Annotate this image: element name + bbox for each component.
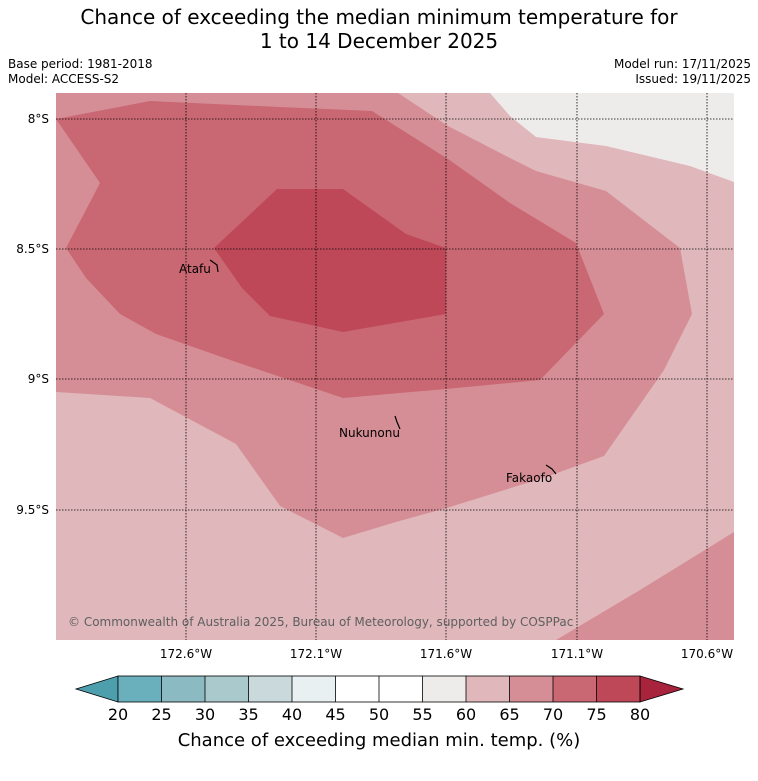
colorbar-bin-60-65 <box>466 676 510 702</box>
lon-label-1: 172.6°W <box>160 647 212 661</box>
colorbar-tick: 45 <box>325 705 345 724</box>
graticule <box>56 93 734 640</box>
colorbar-dividers <box>117 675 641 703</box>
nukunonu-island-outline <box>394 415 401 430</box>
lon-labels: 172.6°W 172.1°W 171.6°W 171.1°W 170.6°W <box>160 647 733 661</box>
colorbar-tick: 60 <box>456 705 476 724</box>
colorbar-bin-35-40 <box>248 676 292 702</box>
colorbar-bin-50-55 <box>379 676 423 702</box>
lon-label-5: 170.6°W <box>681 647 733 661</box>
colorbar-bin-75-80 <box>596 676 640 702</box>
colorbar-tick: 20 <box>108 705 128 724</box>
colorbar-tick: 55 <box>412 705 432 724</box>
contour-65-70-corner <box>556 532 734 640</box>
colorbar-bin-55-60 <box>422 676 466 702</box>
colorbar-bin-30-35 <box>205 676 249 702</box>
colorbar-bin-20-25 <box>118 676 162 702</box>
colorbar-tick: 65 <box>499 705 519 724</box>
lat-label-2: 8.5°S <box>16 242 49 256</box>
chart-title: Chance of exceeding the median minimum t… <box>0 5 758 53</box>
lon-label-2: 172.1°W <box>290 647 342 661</box>
lat-label-4: 9.5°S <box>16 503 49 517</box>
lon-label-3: 171.6°W <box>420 647 472 661</box>
contour-55-60-region <box>490 93 734 182</box>
colorbar-tick: 75 <box>586 705 606 724</box>
colorbar: 20 25 30 35 40 45 50 55 60 65 70 75 80 <box>74 675 685 724</box>
colorbar-bin-45-50 <box>335 676 379 702</box>
lat-label-3: 9°S <box>28 372 49 386</box>
atafu-island-outline <box>209 259 219 273</box>
lon-label-4: 171.1°W <box>551 647 603 661</box>
colorbar-ticks: 20 25 30 35 40 45 50 55 60 65 70 75 80 <box>108 705 650 724</box>
fakaofo-island-outline <box>545 464 557 475</box>
colorbar-bin-40-45 <box>292 676 336 702</box>
colorbar-tick: 70 <box>543 705 563 724</box>
contour-75-80 <box>214 189 446 332</box>
colorbar-extend-high <box>639 675 685 703</box>
colorbar-tick: 80 <box>630 705 650 724</box>
issued-date: Issued: 19/11/2025 <box>635 72 751 86</box>
lat-label-1: 8°S <box>28 112 49 126</box>
lat-labels: 8°S 8.5°S 9°S 9.5°S <box>16 112 49 517</box>
title-line-1: Chance of exceeding the median minimum t… <box>80 5 678 29</box>
title-line-2: 1 to 14 December 2025 <box>259 29 499 53</box>
model-run: Model run: 17/11/2025 <box>613 57 751 71</box>
colorbar-tick: 30 <box>195 705 215 724</box>
place-label-fakaofo: Fakaofo <box>506 471 552 485</box>
copyright-notice: © Commonwealth of Australia 2025, Bureau… <box>68 615 573 629</box>
model-name: Model: ACCESS-S2 <box>8 72 120 86</box>
colorbar-bin-25-30 <box>161 676 205 702</box>
place-label-atafu: Atafu <box>179 262 211 276</box>
colorbar-extend-low <box>74 675 119 703</box>
colorbar-bin-65-70 <box>509 676 553 702</box>
place-label-nukunonu: Nukunonu <box>339 426 400 440</box>
base-period: Base period: 1981-2018 <box>8 57 153 71</box>
meta-right: Model run: 17/11/2025 Issued: 19/11/2025 <box>614 57 751 87</box>
island-outlines <box>209 259 557 475</box>
colorbar-bin-70-75 <box>553 676 597 702</box>
colorbar-tick: 35 <box>238 705 258 724</box>
colorbar-tick: 25 <box>151 705 171 724</box>
colorbar-label: Chance of exceeding median min. temp. (%… <box>177 730 581 751</box>
contour-layer <box>56 93 734 640</box>
meta-left: Base period: 1981-2018 Model: ACCESS-S2 <box>8 57 153 87</box>
colorbar-tick: 40 <box>282 705 302 724</box>
place-labels: Atafu Nukunonu Fakaofo <box>179 262 552 485</box>
colorbar-tick: 50 <box>369 705 389 724</box>
